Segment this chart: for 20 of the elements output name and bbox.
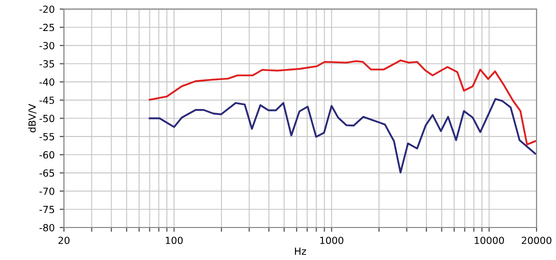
x-axis-title: Hz (294, 248, 306, 255)
y-tick-label: -45 (40, 96, 54, 104)
x-tick-label: 20000 (522, 236, 552, 244)
y-tick-label: -20 (40, 6, 54, 13)
y-tick-label: -75 (40, 206, 54, 214)
y-tick-label: -80 (40, 224, 54, 232)
x-tick-label: 100 (166, 236, 183, 244)
y-tick-label: -30 (40, 42, 54, 50)
y-tick-label: -35 (40, 60, 54, 68)
y-tick-label: -55 (40, 133, 54, 140)
y-tick-label: -40 (40, 78, 54, 86)
y-tick-label: -65 (40, 169, 54, 177)
y-tick-label: -60 (40, 151, 54, 159)
x-tick-label: 20 (58, 236, 70, 244)
y-tick-label: -50 (40, 114, 54, 122)
y-tick-label: -25 (40, 24, 54, 32)
y-tick-label: -70 (40, 188, 54, 195)
y-axis-title: dBV/V (28, 104, 37, 132)
x-tick-label: 1000 (320, 236, 344, 244)
x-tick-label: 10000 (474, 236, 504, 244)
